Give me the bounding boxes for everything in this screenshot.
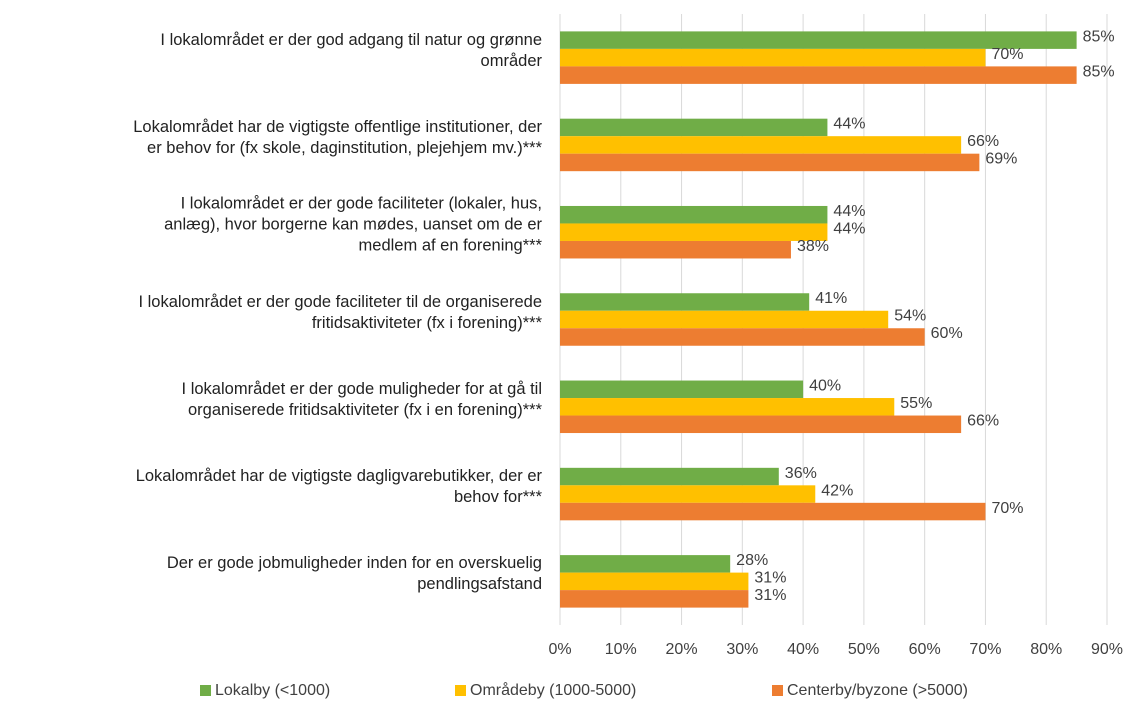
legend-label: Områdeby (1000-5000) — [470, 681, 636, 699]
bar — [560, 293, 810, 311]
value-label: 44% — [833, 203, 865, 220]
bar — [560, 555, 731, 573]
category-label: Lokalområdet har de vigtigste offentlige… — [133, 117, 542, 157]
bar — [560, 31, 1077, 49]
bar — [560, 310, 889, 329]
bar — [560, 380, 804, 399]
category-label: Lokalområdet har de vigtigste dagligvare… — [135, 467, 542, 507]
x-tick-label: 90% — [1091, 641, 1123, 658]
x-tick-label: 10% — [605, 641, 637, 658]
bar — [560, 240, 791, 259]
bar — [560, 205, 828, 224]
value-label: 44% — [833, 116, 865, 133]
value-label: 70% — [991, 500, 1023, 517]
value-label: 40% — [809, 378, 841, 395]
x-tick-label: 30% — [726, 641, 758, 658]
category-label: Der er gode jobmuligheder inden for en o… — [166, 554, 542, 594]
value-label: 31% — [754, 587, 786, 604]
x-tick-label: 60% — [909, 641, 941, 658]
bar — [560, 328, 925, 346]
bar — [560, 572, 749, 591]
category-label: I lokalområdet er der god adgang til nat… — [160, 30, 542, 70]
bar — [560, 223, 828, 241]
category-label: I lokalområdet er der gode faciliteter t… — [138, 292, 542, 332]
bar — [560, 398, 895, 416]
x-tick-label: 40% — [787, 641, 819, 658]
category-label: I lokalområdet er der gode muligheder fo… — [181, 379, 542, 419]
bar — [560, 415, 962, 434]
bar — [560, 66, 1077, 84]
legend-label: Lokalby (<1000) — [215, 682, 330, 699]
value-label: 85% — [1083, 28, 1115, 45]
value-label: 69% — [985, 151, 1017, 168]
bar — [560, 467, 779, 486]
value-label: 66% — [967, 133, 999, 150]
value-label: 42% — [821, 482, 853, 499]
value-label: 36% — [785, 465, 817, 482]
x-tick-label: 20% — [666, 641, 698, 658]
value-label: 60% — [931, 325, 963, 342]
value-label: 66% — [967, 413, 999, 430]
bar — [560, 136, 962, 154]
value-label: 44% — [833, 220, 865, 237]
legend-swatch — [200, 685, 211, 696]
bar — [560, 590, 749, 608]
value-label: 28% — [736, 552, 768, 569]
category-label: I lokalområdet er der gode faciliteter (… — [164, 194, 542, 255]
value-label: 85% — [1083, 63, 1115, 80]
x-tick-label: 70% — [969, 641, 1001, 658]
bar — [560, 153, 980, 172]
legend-label: Centerby/byzone (>5000) — [787, 682, 968, 699]
value-label: 70% — [991, 46, 1023, 63]
bar — [560, 502, 986, 521]
bar — [560, 485, 816, 503]
x-tick-label: 50% — [848, 641, 880, 658]
x-tick-label: 0% — [548, 641, 571, 658]
value-label: 31% — [754, 570, 786, 587]
value-label: 55% — [900, 395, 932, 412]
legend-swatch — [455, 685, 466, 696]
value-label: 38% — [797, 238, 829, 255]
bar — [560, 48, 986, 67]
x-tick-label: 80% — [1030, 641, 1062, 658]
value-label: 41% — [815, 290, 847, 307]
legend-swatch — [772, 685, 783, 696]
value-label: 54% — [894, 308, 926, 325]
bar — [560, 118, 828, 137]
